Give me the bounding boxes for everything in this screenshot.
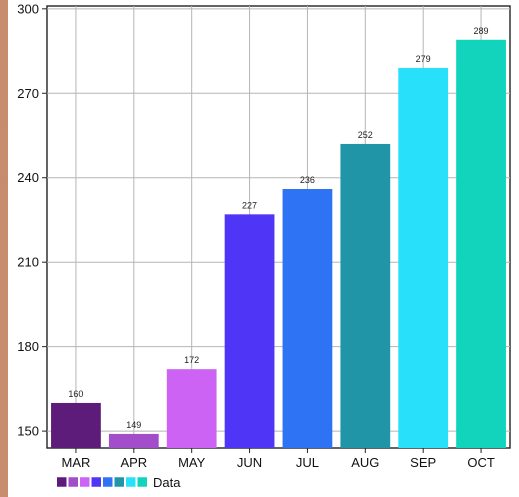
- bar-mar: [51, 402, 101, 448]
- legend-swatch: [57, 477, 67, 487]
- legend-swatch: [114, 477, 124, 487]
- data-label: 279: [416, 54, 431, 64]
- data-label: 160: [68, 389, 83, 399]
- data-label: 289: [474, 26, 489, 36]
- legend-swatch: [80, 477, 90, 487]
- x-tick-label: JUN: [237, 455, 262, 470]
- bar-oct: [456, 39, 506, 448]
- data-label: 149: [126, 420, 141, 430]
- bar-apr: [108, 433, 159, 448]
- bar-jun: [224, 214, 275, 448]
- legend-swatch: [137, 477, 147, 487]
- legend-swatch: [91, 477, 101, 487]
- legend-swatch: [68, 477, 78, 487]
- x-tick-label: MAR: [61, 455, 90, 470]
- x-tick-label: AUG: [351, 455, 379, 470]
- data-label: 172: [184, 355, 199, 365]
- x-tick-label: SEP: [410, 455, 436, 470]
- x-tick-label: OCT: [467, 455, 495, 470]
- data-label: 252: [358, 130, 373, 140]
- x-tick-label: APR: [120, 455, 147, 470]
- y-tick-label: 300: [17, 1, 39, 16]
- bar-may: [166, 369, 217, 448]
- data-label: 236: [300, 175, 315, 185]
- y-tick-label: 180: [17, 339, 39, 354]
- y-tick-label: 240: [17, 170, 39, 185]
- bar-sep: [398, 67, 449, 448]
- data-label: 227: [242, 200, 257, 210]
- y-tick-label: 210: [17, 255, 39, 270]
- legend-swatch: [103, 477, 113, 487]
- legend-swatch: [126, 477, 136, 487]
- x-tick-label: JUL: [296, 455, 319, 470]
- bar-aug: [340, 143, 391, 449]
- y-tick-label: 270: [17, 86, 39, 101]
- y-tick-label: 150: [17, 424, 39, 439]
- bar-jul: [282, 188, 333, 448]
- x-tick-label: MAY: [178, 455, 206, 470]
- legend-label: Data: [153, 475, 181, 490]
